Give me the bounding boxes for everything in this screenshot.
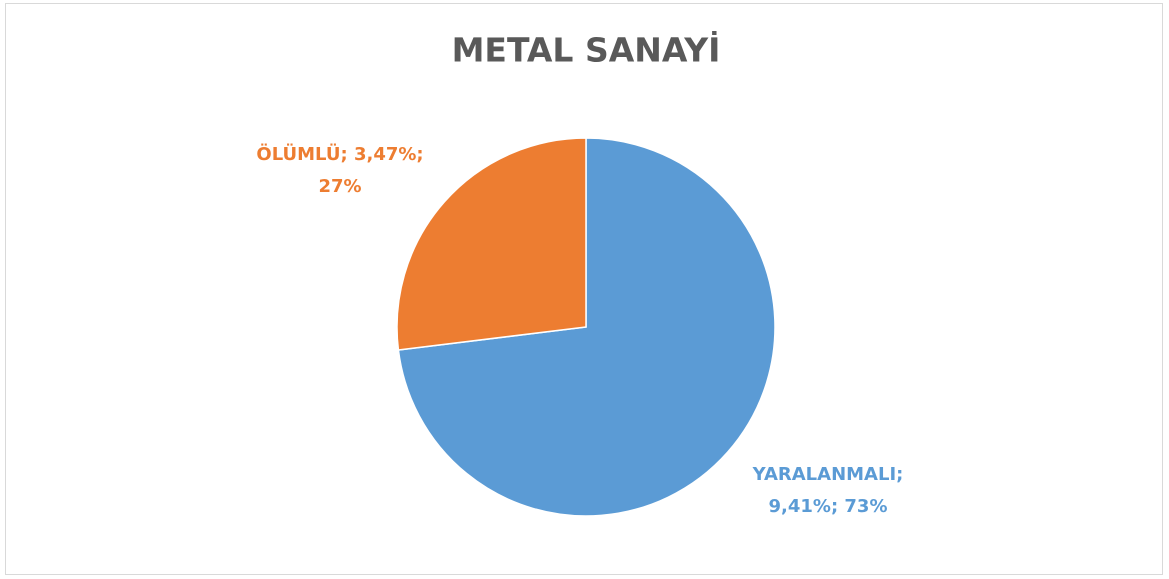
data-label: 9,41%; 73% <box>769 496 888 517</box>
pie-slice <box>396 137 587 351</box>
data-label: ÖLÜMLÜ; 3,47%; <box>256 143 423 165</box>
data-label: YARALANMALI; <box>752 464 904 485</box>
chart-title: METAL SANAYİ <box>452 30 721 70</box>
data-label: 27% <box>318 176 361 197</box>
